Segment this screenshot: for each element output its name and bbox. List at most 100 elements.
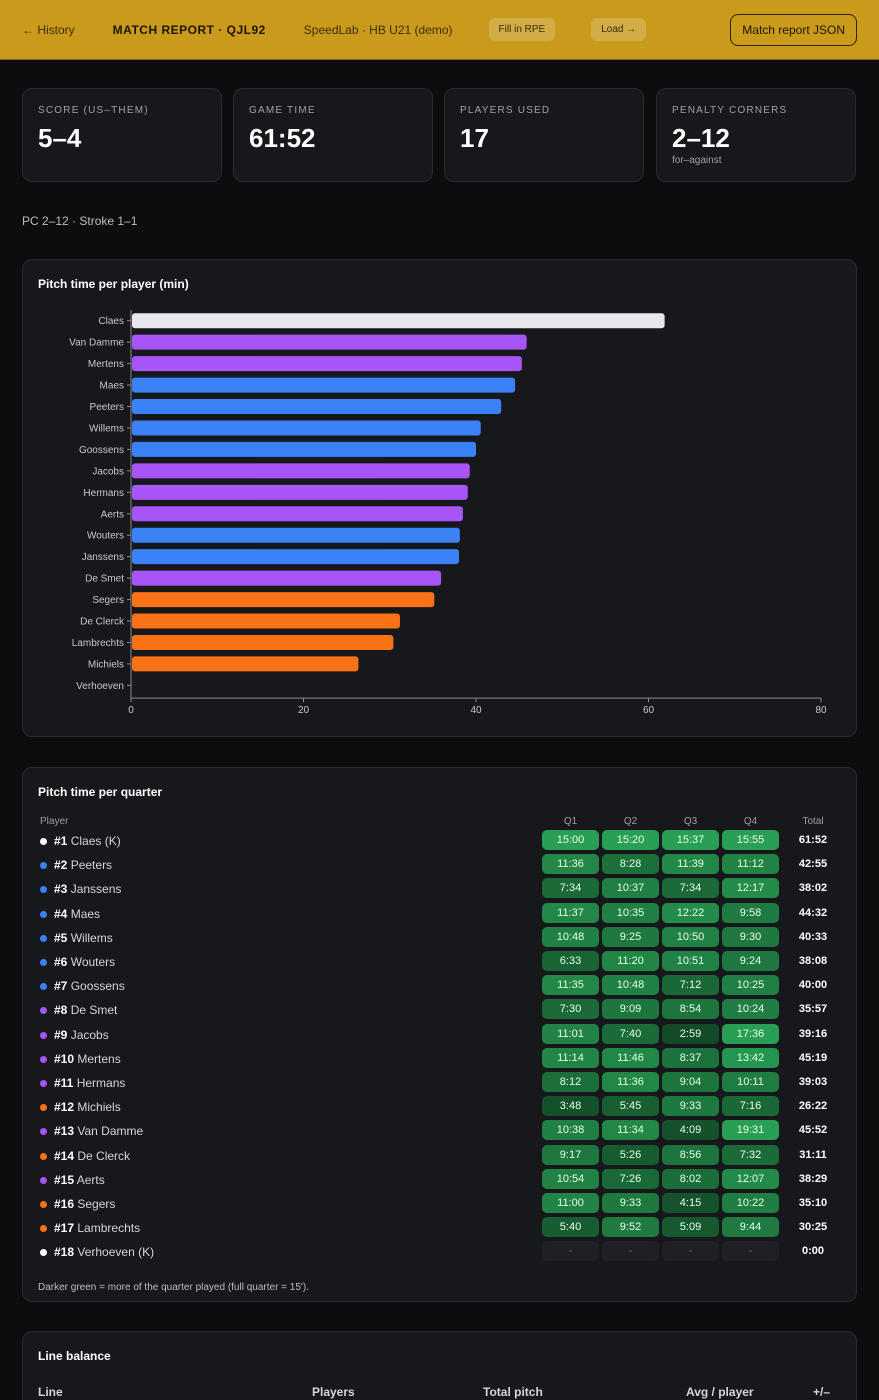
player-name: #9 Jacobs (54, 1028, 109, 1042)
player-name: #12 Michiels (54, 1100, 121, 1114)
position-dot-icon (40, 910, 47, 918)
quarter-table-title: Pitch time per quarter (38, 785, 163, 799)
col-header-player: Player (40, 816, 69, 827)
quarter-total: 0:00 (801, 1245, 825, 1258)
history-back-link[interactable]: ← History (22, 22, 75, 37)
quarter-cell-q3: 7:12 (662, 975, 719, 996)
player-label: Verhoeven (K) (77, 1245, 155, 1260)
player-number: #1 (54, 834, 68, 848)
bar (132, 463, 470, 479)
quarter-cell-q2: 7:26 (602, 1168, 659, 1189)
table-row: #16 Segers 11:00 9:33 4:15 10:22 35:10 (23, 1193, 858, 1215)
player-number: #6 (54, 955, 68, 969)
position-dot-icon (40, 1104, 47, 1112)
quarter-cell-q3: 2:59 (662, 1023, 719, 1044)
category-label: Claes (98, 316, 124, 327)
quarter-cell-q4: 7:16 (722, 1096, 779, 1117)
stat-label: PENALTY CORNERS (672, 105, 788, 116)
quarter-cell-q3: 12:22 (662, 902, 719, 923)
quarter-cell-q1: 11:00 (542, 1193, 599, 1213)
category-label: Aerts (101, 509, 124, 520)
quarter-cell-q1: 10:48 (542, 926, 599, 947)
bar (132, 527, 460, 543)
quarter-cell-q3: 4:09 (662, 1120, 719, 1141)
x-tick-label: 0 (128, 705, 134, 716)
col-header-line: Line (38, 1385, 63, 1399)
player-number: #9 (54, 1027, 68, 1042)
quarter-cell-q4: 19:31 (722, 1120, 779, 1141)
player-label: Willems (70, 930, 113, 945)
bar (132, 399, 502, 415)
player-number: #3 (54, 882, 68, 897)
quarter-cell-q3: 10:51 (662, 951, 719, 971)
quarter-cell-q1: 5:40 (542, 1217, 599, 1238)
quarter-cell-q1: 11:35 (542, 975, 599, 996)
table-row: #6 Wouters 6:33 11:20 10:51 9:24 38:08 (23, 951, 858, 973)
quarter-cell-q3: 8:37 (662, 1047, 719, 1068)
quarter-total: 42:55 (798, 858, 828, 871)
category-label: Van Damme (69, 338, 124, 349)
stat-label: PLAYERS USED (460, 105, 551, 116)
category-label: Maes (100, 381, 124, 392)
quarter-total: 30:25 (798, 1221, 828, 1234)
team-name: SpeedLab · HB U21 (demo) (303, 22, 453, 37)
player-label: Segers (77, 1197, 116, 1211)
match-report-json-button[interactable]: Match report JSON (730, 13, 857, 46)
category-label: Michiels (88, 659, 124, 670)
player-name: #2 Peeters (54, 858, 112, 872)
bar (132, 506, 463, 522)
player-name: #10 Mertens (54, 1052, 121, 1066)
player-label: Mertens (77, 1051, 121, 1066)
table-row: #13 Van Damme 10:38 11:34 4:09 19:31 45:52 (23, 1120, 858, 1142)
bar (132, 334, 527, 350)
position-dot-icon (40, 862, 47, 870)
quarter-cell-q4: 13:42 (722, 1047, 779, 1068)
table-row: #1 Claes (K) 15:00 15:20 15:37 15:55 61:52 (23, 830, 858, 852)
player-number: #16 (54, 1197, 75, 1211)
quarter-cell-q2: 11:34 (602, 1120, 659, 1141)
table-row: #7 Goossens 11:35 10:48 7:12 10:25 40:00 (23, 975, 858, 997)
page-title: MATCH REPORT · QJL92 (112, 22, 266, 37)
category-label: Segers (92, 595, 124, 606)
quarter-cell-q1: 15:00 (542, 830, 599, 850)
table-row: #4 Maes 11:37 10:35 12:22 9:58 44:32 (23, 902, 858, 925)
player-name: #16 Segers (54, 1197, 115, 1211)
x-tick-label: 60 (643, 705, 655, 716)
chart-title: Pitch time per player (min) (38, 277, 189, 291)
quarter-cell-q1: 11:37 (542, 902, 599, 923)
quarter-cell-q3: - (662, 1241, 719, 1262)
quarter-cell-q1: - (542, 1241, 599, 1262)
quarter-cell-q4: 17:36 (722, 1023, 779, 1044)
position-dot-icon (40, 1031, 47, 1039)
player-label: De Smet (70, 1003, 118, 1018)
quarter-cell-q4: 9:58 (722, 902, 779, 923)
quarter-total: 39:03 (798, 1076, 828, 1088)
quarter-cell-q3: 8:02 (662, 1168, 719, 1189)
col-header-q1: Q1 (563, 816, 578, 827)
category-label: Goossens (79, 445, 124, 456)
table-row: #15 Aerts 10:54 7:26 8:02 12:07 38:29 (23, 1168, 858, 1191)
col-header-total-pitch: Total pitch (483, 1385, 543, 1399)
quarter-cell-q1: 7:34 (542, 878, 599, 899)
quarter-cell-q1: 11:01 (542, 1023, 599, 1044)
fill-rpe-button[interactable]: Fill in RPE (488, 18, 556, 41)
quarter-table-note: Darker green = more of the quarter playe… (38, 1282, 309, 1293)
stat-value: 2–12 (672, 123, 730, 153)
position-dot-icon (40, 983, 47, 991)
bar (132, 377, 516, 393)
pitch-time-quarter-card: Pitch time per quarter Player Q1 Q2 Q3 Q… (22, 767, 857, 1302)
players-used-card: PLAYERS USED 17 (444, 88, 644, 182)
player-number: #8 (54, 1003, 68, 1018)
position-dot-icon (40, 1128, 47, 1136)
bar (132, 441, 476, 457)
table-row: #14 De Clerck 9:17 5:26 8:56 7:32 31:11 (23, 1144, 858, 1167)
quarter-cell-q1: 9:17 (542, 1144, 599, 1165)
quarter-total: 26:22 (798, 1100, 828, 1113)
quarter-cell-q3: 8:54 (662, 999, 719, 1020)
player-number: #14 (54, 1148, 75, 1163)
player-name: #5 Willems (54, 931, 113, 945)
quarter-cell-q2: 10:35 (602, 902, 659, 923)
player-name: #11 Hermans (54, 1076, 125, 1090)
load-button[interactable]: Load → (591, 18, 647, 41)
stat-label: GAME TIME (249, 105, 316, 116)
